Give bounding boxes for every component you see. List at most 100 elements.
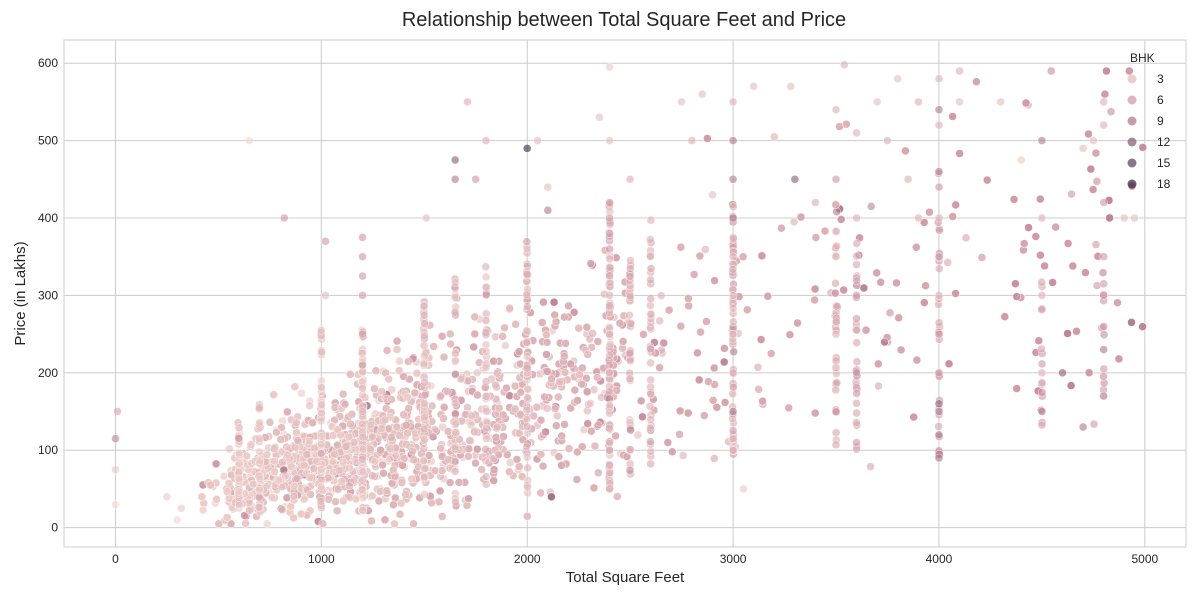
- chart-title: Relationship between Total Square Feet a…: [401, 9, 847, 31]
- data-point: [410, 388, 420, 398]
- data-point: [703, 134, 712, 143]
- data-point: [570, 386, 580, 395]
- data-point: [763, 292, 772, 301]
- data-point: [451, 409, 460, 418]
- data-point: [389, 500, 398, 509]
- data-point: [1051, 222, 1060, 232]
- data-point: [347, 410, 357, 419]
- data-point: [675, 430, 684, 439]
- data-point: [1019, 239, 1029, 248]
- data-point: [560, 420, 569, 429]
- data-point: [542, 338, 552, 347]
- data-point: [668, 447, 677, 456]
- data-point: [368, 432, 377, 441]
- data-point: [543, 367, 552, 376]
- data-point: [684, 294, 693, 303]
- data-point: [639, 330, 648, 339]
- data-point: [876, 278, 885, 287]
- data-point: [265, 418, 275, 427]
- data-point: [392, 345, 402, 354]
- data-point: [499, 432, 508, 441]
- data-point: [440, 403, 449, 412]
- data-point: [346, 370, 355, 379]
- data-point: [655, 316, 664, 326]
- data-point: [292, 418, 301, 427]
- data-point: [574, 324, 583, 333]
- data-point: [454, 478, 464, 487]
- data-point: [242, 451, 251, 461]
- data-point: [704, 377, 713, 386]
- data-point: [398, 461, 407, 470]
- data-point: [470, 427, 479, 436]
- data-point: [542, 330, 551, 339]
- data-point: [225, 444, 234, 454]
- data-point: [446, 339, 455, 349]
- data-point: [710, 363, 719, 373]
- data-point: [1009, 195, 1019, 204]
- data-point: [1091, 240, 1101, 249]
- data-point: [1106, 107, 1116, 116]
- data-point: [1089, 420, 1099, 429]
- data-point: [961, 233, 971, 243]
- data-point: [1046, 66, 1056, 76]
- data-point: [283, 407, 292, 417]
- data-point: [1092, 177, 1102, 186]
- data-point: [912, 243, 921, 252]
- data-point: [550, 310, 559, 320]
- data-point: [374, 496, 384, 506]
- data-point: [305, 401, 314, 410]
- data-point: [896, 345, 906, 355]
- data-point: [197, 492, 207, 501]
- data-point: [536, 450, 546, 459]
- data-point: [493, 422, 502, 432]
- data-point: [590, 441, 600, 451]
- data-point: [637, 396, 646, 406]
- data-point: [1024, 223, 1033, 232]
- data-point: [611, 431, 620, 441]
- data-point: [839, 285, 848, 295]
- data-point: [270, 467, 279, 476]
- data-point: [566, 359, 575, 369]
- data-point: [594, 420, 603, 430]
- data-point: [477, 465, 486, 474]
- data-point: [586, 399, 595, 408]
- data-point: [538, 318, 547, 327]
- data-point: [874, 381, 883, 391]
- data-point: [1125, 66, 1134, 76]
- data-point: [712, 403, 721, 412]
- data-point: [1040, 261, 1049, 271]
- data-point: [446, 329, 455, 339]
- data-point: [564, 301, 573, 311]
- data-point: [437, 332, 447, 341]
- data-point: [401, 490, 410, 499]
- data-point: [494, 450, 503, 459]
- data-point: [866, 462, 875, 471]
- data-point: [948, 112, 957, 121]
- data-point: [404, 357, 413, 366]
- data-point: [693, 348, 702, 358]
- data-point: [1091, 148, 1101, 158]
- data-point: [793, 318, 802, 328]
- data-point: [659, 338, 668, 348]
- data-point: [463, 376, 473, 385]
- data-point: [638, 412, 647, 421]
- data-point: [951, 289, 960, 298]
- data-point: [387, 385, 396, 394]
- data-point: [368, 471, 377, 480]
- data-point: [501, 341, 510, 350]
- data-point: [710, 454, 719, 463]
- data-point: [427, 401, 437, 411]
- data-point: [262, 519, 272, 528]
- data-point: [554, 392, 563, 402]
- data-point: [577, 379, 586, 389]
- data-point: [532, 403, 541, 412]
- data-point: [404, 404, 413, 413]
- data-point: [1114, 354, 1124, 364]
- data-point: [389, 465, 398, 475]
- data-point: [1067, 189, 1076, 199]
- data-point: [696, 327, 705, 337]
- data-point: [560, 368, 570, 377]
- data-point: [330, 450, 339, 459]
